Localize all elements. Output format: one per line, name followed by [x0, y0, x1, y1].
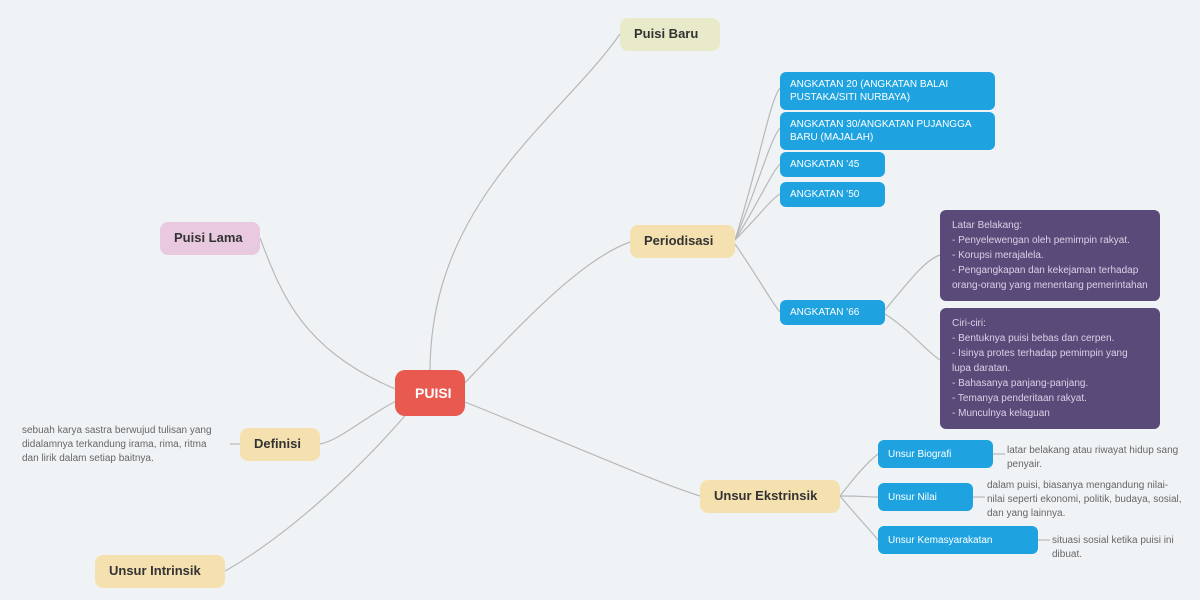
ekstrinsik-item-0[interactable]: Unsur Biografi — [878, 440, 993, 468]
ekstrinsik-item-1[interactable]: Unsur Nilai — [878, 483, 973, 511]
branch-definisi[interactable]: Definisi — [240, 428, 320, 461]
periodisasi-item-1[interactable]: ANGKATAN 30/ANGKATAN PUJANGGA BARU (MAJA… — [780, 112, 995, 150]
periodisasi-item-2[interactable]: ANGKATAN '45 — [780, 152, 885, 177]
ekstrinsik-note-2: situasi sosial ketika puisi ini dibuat. — [1050, 530, 1200, 566]
periodisasi-item-3[interactable]: ANGKATAN '50 — [780, 182, 885, 207]
root-node[interactable]: PUISI — [395, 370, 465, 416]
branch-unsur-intrinsik[interactable]: Unsur Intrinsik — [95, 555, 225, 588]
ekstrinsik-note-0: latar belakang atau riwayat hidup sang p… — [1005, 440, 1190, 476]
periodisasi-item-4[interactable]: ANGKATAN '66 — [780, 300, 885, 325]
periodisasi-item-0[interactable]: ANGKATAN 20 (ANGKATAN BALAI PUSTAKA/SITI… — [780, 72, 995, 110]
branch-unsur-ekstrinsik[interactable]: Unsur Ekstrinsik — [700, 480, 840, 513]
ekstrinsik-note-1: dalam puisi, biasanya mengandung nilai-n… — [985, 475, 1185, 525]
branch-periodisasi[interactable]: Periodisasi — [630, 225, 735, 258]
branch-puisi-lama[interactable]: Puisi Lama — [160, 222, 260, 255]
definisi-note: sebuah karya sastra berwujud tulisan yan… — [20, 420, 220, 470]
angkatan66-latar: Latar Belakang: - Penyelewengan oleh pem… — [940, 210, 1160, 301]
angkatan66-ciri: Ciri-ciri: - Bentuknya puisi bebas dan c… — [940, 308, 1160, 429]
ekstrinsik-item-2[interactable]: Unsur Kemasyarakatan — [878, 526, 1038, 554]
branch-puisi-baru[interactable]: Puisi Baru — [620, 18, 720, 51]
